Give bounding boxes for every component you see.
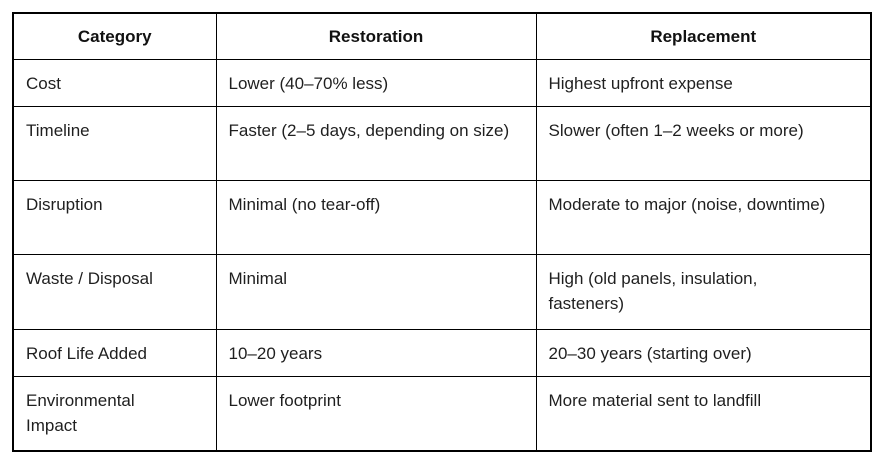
cell-restoration: Faster (2–5 days, depending on size) [215,105,537,181]
table-row-waste-disposal: Waste / Disposal Minimal High (old panel… [12,253,872,330]
cell-replacement: 20–30 years (starting over) [535,328,872,377]
cell-category: Environmental Impact [12,375,217,452]
restoration-vs-replacement-table: Category Restoration Replacement Cost Lo… [12,12,872,452]
column-header-replacement: Replacement [535,12,872,60]
cell-replacement: More material sent to landfill [535,375,872,452]
header-row: Category Restoration Replacement [12,12,872,60]
cell-category: Timeline [12,105,217,181]
cell-replacement: Moderate to major (noise, downtime) [535,179,872,255]
table-row-environmental-impact: Environmental Impact Lower footprint Mor… [12,375,872,452]
table-row-timeline: Timeline Faster (2–5 days, depending on … [12,105,872,181]
cell-restoration: Lower footprint [215,375,537,452]
cell-category: Roof Life Added [12,328,217,377]
table-row-disruption: Disruption Minimal (no tear-off) Moderat… [12,179,872,255]
cell-restoration: Minimal (no tear-off) [215,179,537,255]
cell-category: Cost [12,58,217,107]
table-row-cost: Cost Lower (40–70% less) Highest upfront… [12,58,872,107]
cell-restoration: 10–20 years [215,328,537,377]
cell-restoration: Lower (40–70% less) [215,58,537,107]
cell-replacement: Highest upfront expense [535,58,872,107]
cell-restoration: Minimal [215,253,537,330]
cell-category: Disruption [12,179,217,255]
column-header-restoration: Restoration [215,12,537,60]
cell-replacement: Slower (often 1–2 weeks or more) [535,105,872,181]
cell-replacement: High (old panels, insulation, fasteners) [535,253,872,330]
cell-category: Waste / Disposal [12,253,217,330]
column-header-category: Category [12,12,217,60]
table-row-roof-life-added: Roof Life Added 10–20 years 20–30 years … [12,328,872,377]
